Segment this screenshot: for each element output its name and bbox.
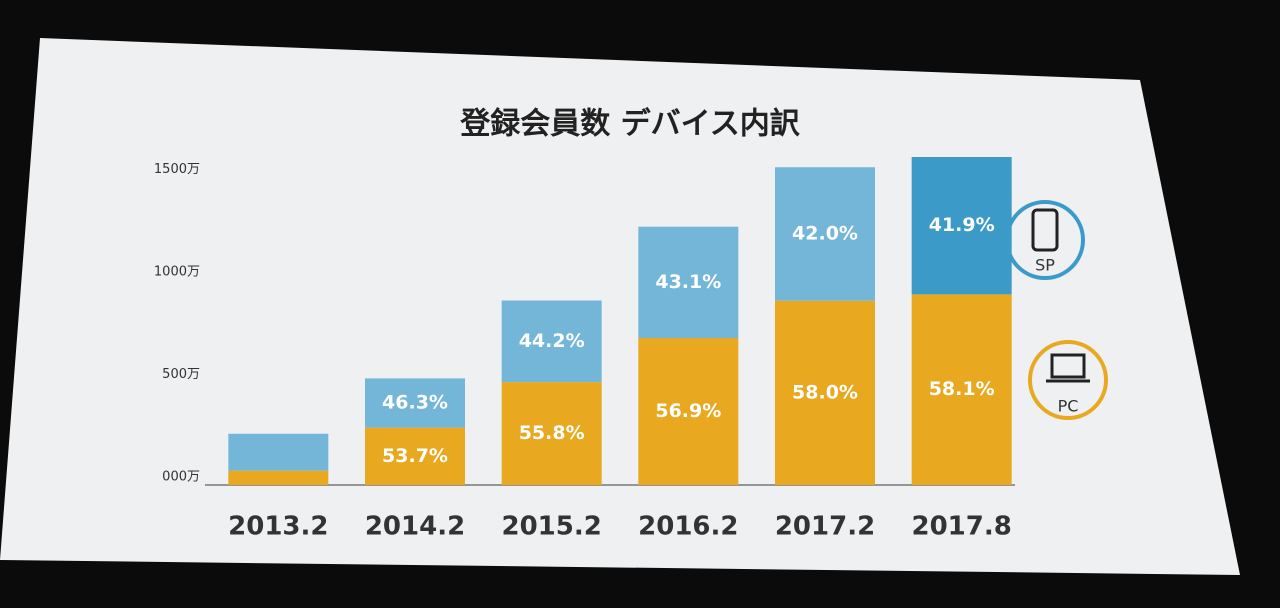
bar-segment	[775, 167, 875, 301]
y-tick-label: 000万	[162, 470, 200, 485]
data-label: 44.2%	[519, 330, 585, 352]
data-label: 58.1%	[929, 378, 995, 400]
y-tick-label: 500万	[162, 367, 200, 382]
data-label: 46.3%	[382, 392, 448, 414]
legend-pc: PC	[1028, 340, 1108, 420]
data-label: 42.0%	[792, 222, 858, 244]
bar-segment	[911, 294, 1012, 485]
x-tick-label: 2015.2	[501, 512, 601, 542]
x-tick-label: 2014.2	[365, 512, 465, 542]
bar-segment	[228, 470, 329, 485]
bar-segment	[638, 226, 739, 339]
bar-segment	[501, 300, 602, 383]
data-label: 56.9%	[655, 400, 721, 422]
bar-segment	[501, 382, 602, 485]
bar-segment	[228, 433, 329, 471]
data-label: 58.0%	[792, 381, 858, 403]
x-tick-label: 2017.2	[775, 512, 875, 542]
phone-icon	[1031, 208, 1059, 252]
y-tick-label: 1000万	[154, 265, 200, 280]
bar-segment	[911, 157, 1012, 295]
x-tick-label: 2013.2	[228, 512, 328, 542]
bar-segment	[638, 338, 739, 485]
y-tick-label: 1500万	[154, 162, 200, 177]
chart-title: 登録会員数 デバイス内訳	[459, 107, 801, 142]
data-label: 53.7%	[382, 445, 448, 467]
x-tick-label: 2017.8	[911, 512, 1011, 542]
laptop-icon	[1050, 353, 1086, 379]
x-tick-label: 2016.2	[638, 512, 738, 542]
legend-circle	[1028, 340, 1108, 420]
data-label: 43.1%	[655, 271, 721, 293]
bar-segment	[365, 378, 465, 428]
data-label: 55.8%	[519, 422, 585, 444]
legend-label: PC	[1058, 397, 1079, 416]
bar-segment	[365, 427, 465, 485]
legend-label: SP	[1035, 256, 1055, 275]
bar-segment	[775, 300, 875, 485]
data-label: 41.9%	[929, 214, 995, 236]
